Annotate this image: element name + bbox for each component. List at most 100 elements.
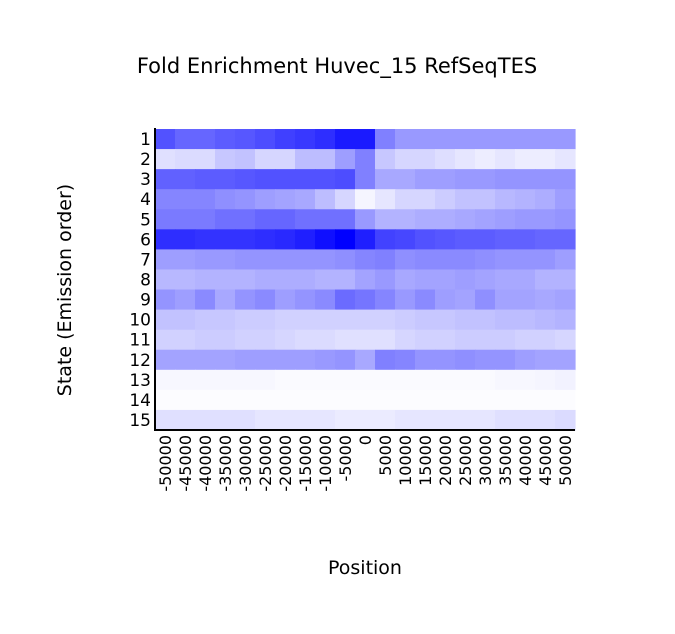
heatmap-cell [375, 369, 396, 391]
heatmap-cell [155, 309, 176, 331]
heatmap-cell [435, 249, 456, 271]
y-tick-label: 1 [140, 130, 151, 150]
y-tick-label: 2 [140, 150, 151, 170]
heatmap-cell [435, 309, 456, 331]
heatmap-cell [335, 249, 356, 271]
heatmap-cell [235, 309, 256, 331]
x-tick-label: -20000 [276, 435, 295, 492]
heatmap-cell [355, 269, 376, 291]
heatmap-cell [255, 149, 276, 170]
heatmap-cell [175, 149, 196, 170]
heatmap-cell [495, 309, 516, 331]
heatmap-cell [295, 349, 316, 371]
heatmap-cell [535, 289, 556, 311]
heatmap-cell [355, 409, 376, 431]
heatmap-cell [375, 309, 396, 331]
heatmap-cell [395, 409, 416, 431]
heatmap-cell [535, 249, 556, 271]
heatmap-cell [195, 269, 216, 291]
y-tick-label: 7 [140, 250, 151, 270]
heatmap-cell [235, 289, 256, 311]
heatmap-cell [315, 229, 336, 250]
heatmap-cell [495, 189, 516, 210]
heatmap-cell [515, 249, 536, 271]
heatmap-cell [315, 329, 336, 351]
heatmap-cell [375, 229, 396, 250]
heatmap-cell [235, 149, 256, 170]
heatmap-cell [295, 389, 316, 411]
heatmap-cell [235, 409, 256, 431]
heatmap-cell [335, 409, 356, 431]
heatmap-cell [255, 309, 276, 331]
heatmap-cell [275, 229, 296, 250]
heatmap-cell [255, 129, 276, 150]
y-tick-label: 4 [140, 190, 151, 210]
heatmap-cell [175, 269, 196, 291]
heatmap-cell [375, 149, 396, 170]
heatmap-cell [395, 209, 416, 230]
heatmap-cell [275, 289, 296, 311]
heatmap-cell [155, 389, 176, 411]
heatmap-cell [375, 269, 396, 291]
heatmap-cell [495, 149, 516, 170]
heatmap-cell [475, 249, 496, 271]
heatmap-cell [455, 289, 476, 311]
heatmap-cell [195, 229, 216, 250]
x-tick-label: 15000 [416, 435, 435, 486]
heatmap-cell [175, 169, 196, 190]
heatmap-cell [355, 189, 376, 210]
heatmap-cell [155, 169, 176, 190]
heatmap-cell [555, 389, 576, 411]
heatmap-cell [155, 189, 176, 210]
y-tick-label: 6 [140, 230, 151, 250]
heatmap-cell [455, 129, 476, 150]
heatmap-cell [475, 269, 496, 291]
heatmap-cell [435, 189, 456, 210]
heatmap-cells [155, 129, 576, 431]
heatmap-cell [155, 349, 176, 371]
heatmap-cell [455, 249, 476, 271]
heatmap-cell [555, 229, 576, 250]
heatmap-cell [415, 169, 436, 190]
heatmap-cell [235, 189, 256, 210]
heatmap-cell [515, 149, 536, 170]
heatmap-cell [315, 209, 336, 230]
x-tick-label: -15000 [296, 435, 315, 492]
heatmap-cell [555, 209, 576, 230]
x-tick-label: 35000 [496, 435, 515, 486]
heatmap-cell [355, 289, 376, 311]
heatmap-cell [515, 169, 536, 190]
heatmap-cell [535, 229, 556, 250]
heatmap-cell [555, 189, 576, 210]
heatmap-cell [495, 409, 516, 431]
heatmap-cell [215, 309, 236, 331]
heatmap-cell [155, 229, 176, 250]
heatmap-cell [335, 349, 356, 371]
heatmap-cell [175, 349, 196, 371]
heatmap-cell [335, 289, 356, 311]
heatmap-cell [455, 209, 476, 230]
x-tick-label: 50000 [556, 435, 575, 486]
heatmap-cell [495, 209, 516, 230]
heatmap-cell [315, 389, 336, 411]
x-tick-label: -40000 [196, 435, 215, 492]
heatmap-cell [355, 249, 376, 271]
heatmap-cell [195, 189, 216, 210]
x-tick-label: -50000 [156, 435, 175, 492]
heatmap-cell [215, 129, 236, 150]
heatmap-cell [175, 129, 196, 150]
heatmap-cell [435, 269, 456, 291]
heatmap-cell [315, 269, 336, 291]
heatmap-cell [455, 269, 476, 291]
heatmap-cell [415, 249, 436, 271]
x-tick-label: 10000 [396, 435, 415, 486]
heatmap-cell [295, 369, 316, 391]
heatmap-cell [455, 369, 476, 391]
heatmap-cell [255, 229, 276, 250]
heatmap-cell [155, 209, 176, 230]
heatmap-axes [154, 128, 575, 431]
heatmap-cell [455, 169, 476, 190]
